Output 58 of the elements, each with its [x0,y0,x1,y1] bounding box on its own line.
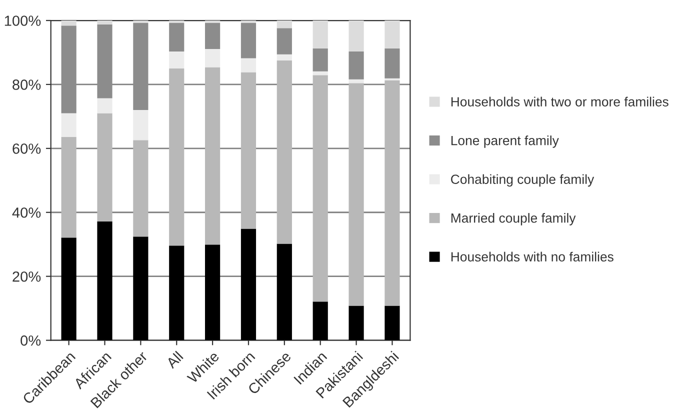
bar [312,71,328,76]
bar [312,302,328,340]
bar [276,54,292,60]
bar [205,48,220,68]
bar [348,83,364,306]
bar [276,244,292,340]
bar [240,58,256,72]
bar [169,20,184,24]
bar [384,20,400,48]
bar [61,136,76,238]
y-tick-label: 20% [12,271,41,282]
bar [276,20,292,28]
bar [97,98,112,114]
bar [133,140,148,237]
legend-label: Cohabiting couple family [451,174,594,187]
bar [312,20,328,48]
bar [97,113,112,222]
legend-label: Married couple family [451,213,576,226]
legend-label: Households with two or more families [451,96,668,106]
bar [133,110,148,140]
bar [384,80,400,306]
bar [240,72,256,229]
y-tick-label: 60% [12,144,41,154]
bar [205,20,220,24]
legend-label: Households with no families [451,252,614,262]
bar [61,20,76,26]
bar [205,244,220,340]
bar [97,221,112,340]
legend-label: Lone parent family [451,136,559,148]
x-tick-label: All [165,350,184,369]
bar [97,20,112,24]
y-tick-label: 40% [12,207,41,218]
bar [205,23,220,49]
y-tick-label: 80% [12,80,41,90]
bar [348,79,364,84]
bar [384,306,400,340]
y-tick-label: 0% [20,335,41,346]
bar [133,236,148,340]
bar [169,68,184,246]
bar [312,48,328,72]
bar [61,238,76,340]
bar [133,20,148,24]
bar [276,28,292,54]
bar [169,246,184,340]
bar [384,48,400,78]
bar [312,75,328,302]
bar [240,23,256,58]
bar [348,52,364,80]
bar [276,60,292,244]
bar [348,306,364,340]
bar [240,20,256,24]
bar [240,228,256,340]
bar [348,20,364,52]
bar [169,52,184,68]
y-tick-label: 100% [4,16,41,26]
bar [61,113,76,137]
bar [205,67,220,245]
bar [169,23,184,52]
